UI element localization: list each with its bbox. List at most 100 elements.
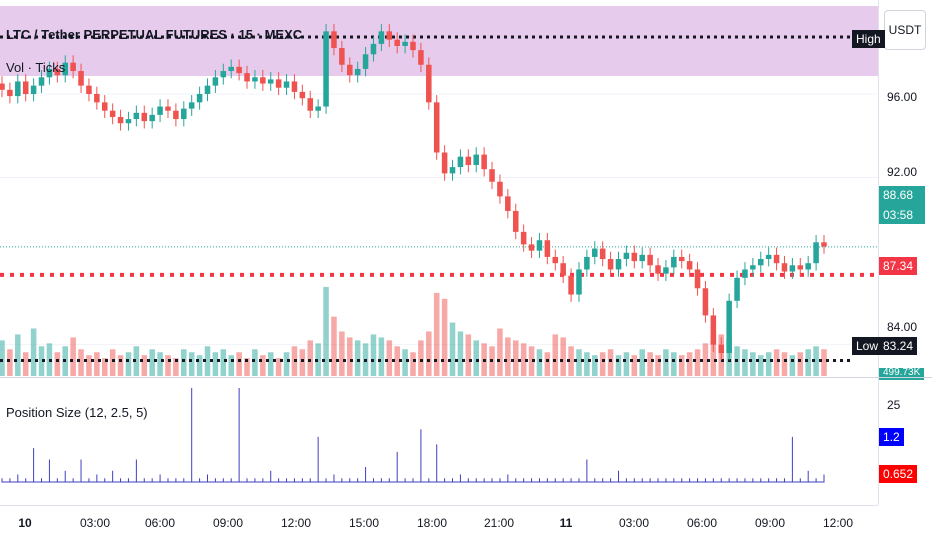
candle-body	[813, 242, 819, 264]
candle-body	[78, 71, 84, 86]
candle-body	[283, 81, 290, 88]
indicator-blue-tag: 1.2	[879, 428, 904, 446]
candle-body	[133, 112, 140, 120]
candle-body	[426, 64, 432, 103]
volume-bar	[54, 352, 61, 376]
volume-bar	[386, 340, 393, 376]
candle-body	[196, 94, 203, 103]
volume-bar	[497, 328, 503, 376]
candle-body	[481, 154, 487, 170]
candle-body	[86, 85, 92, 94]
volume-bar	[173, 358, 179, 376]
volume-bar	[22, 352, 29, 376]
candle-body	[497, 181, 503, 197]
candle-body	[7, 89, 13, 97]
volume-bar	[797, 352, 804, 376]
volume-bar	[15, 334, 21, 376]
candle-body	[599, 248, 606, 260]
candle-body	[394, 39, 400, 46]
volume-bar	[512, 340, 519, 376]
position-size-indicator-title[interactable]: Position Size (12, 2.5, 5)	[6, 405, 148, 420]
candle-body	[726, 300, 732, 354]
candle-body	[433, 102, 440, 153]
volume-bar	[7, 349, 13, 376]
indicator-max-tick: 25	[887, 398, 901, 412]
volume-bar	[433, 292, 440, 376]
candle-body	[307, 98, 314, 111]
stop-price-tag: 87.34	[879, 257, 918, 275]
candle-body	[315, 106, 321, 111]
candle-body	[568, 275, 574, 295]
volume-bar	[473, 340, 479, 376]
candle-body	[252, 77, 258, 82]
volume-bar	[157, 352, 163, 376]
volume-bar	[607, 349, 614, 376]
candle-body	[773, 254, 780, 264]
time-axis-label: 10	[18, 516, 32, 530]
pane-separator[interactable]	[0, 377, 932, 378]
volume-bar	[441, 298, 448, 376]
volume-bar	[528, 346, 535, 376]
candle-body	[30, 85, 37, 94]
volume-bar	[615, 355, 622, 376]
volume-bar	[742, 349, 748, 376]
time-axis[interactable]: 10 03:00 06:00 09:00 12:00 15:00 18:00 21:00 11 0…	[0, 505, 878, 551]
volume-bar	[426, 331, 432, 376]
volume-bar	[101, 358, 108, 376]
candle-body	[62, 62, 68, 76]
volume-bar	[78, 349, 84, 376]
candle-body	[339, 48, 345, 65]
time-axis-label: 06:00	[687, 516, 718, 530]
candle-body	[418, 50, 424, 65]
candle-body	[244, 73, 250, 82]
candle-body	[441, 152, 448, 174]
candle-body	[592, 248, 598, 257]
volume-bar	[821, 349, 827, 376]
volume-bar	[758, 355, 764, 376]
candle-body	[299, 91, 306, 99]
candle-body	[0, 83, 5, 90]
candle-body	[789, 265, 796, 272]
candle-body	[378, 31, 385, 44]
candle-body	[54, 68, 61, 76]
candle-body	[370, 43, 377, 55]
candle-body	[631, 252, 638, 262]
candle-body	[678, 256, 685, 262]
volume-bar	[378, 337, 385, 376]
candle-body	[212, 77, 219, 86]
chart-area[interactable]: LTC / Tether PERPETUAL FUTURES · 15 · ME…	[0, 0, 878, 505]
candle-body	[694, 269, 701, 289]
candle-body	[544, 240, 551, 257]
price-axis[interactable]: 96.00 92.00 84.00 88.68 03:58 87.34 83.2…	[878, 0, 932, 505]
candle-body	[386, 31, 393, 40]
candle-body	[805, 263, 811, 270]
volume-bar	[394, 346, 400, 376]
volume-bar	[781, 352, 788, 376]
volume-bar	[623, 352, 630, 376]
candle-body	[260, 77, 266, 84]
candle-body	[22, 81, 29, 94]
time-axis-label: 06:00	[145, 516, 176, 530]
candle-body	[671, 256, 677, 268]
currency-button[interactable]: USDT	[884, 10, 926, 50]
volume-bar	[149, 349, 155, 376]
price-chart[interactable]	[0, 0, 878, 505]
candle-body	[410, 41, 416, 51]
symbol-title[interactable]: LTC / Tether PERPETUAL FUTURES · 15 · ME…	[6, 27, 303, 42]
volume-indicator-title[interactable]: Vol · Ticks	[6, 60, 66, 75]
volume-bar	[560, 337, 566, 376]
volume-bar	[38, 346, 45, 376]
volume-bar	[592, 355, 598, 376]
volume-bar	[283, 352, 290, 376]
volume-bar	[109, 349, 116, 376]
volume-bar	[678, 355, 685, 376]
volume-bar	[307, 340, 314, 376]
volume-bar	[702, 343, 709, 376]
volume-bar	[70, 337, 76, 376]
volume-bar	[410, 352, 416, 376]
volume-bar	[418, 340, 424, 376]
volume-bar	[671, 352, 677, 376]
volume-bar	[188, 352, 195, 376]
candle-body	[149, 114, 155, 122]
volume-bar	[584, 352, 590, 376]
